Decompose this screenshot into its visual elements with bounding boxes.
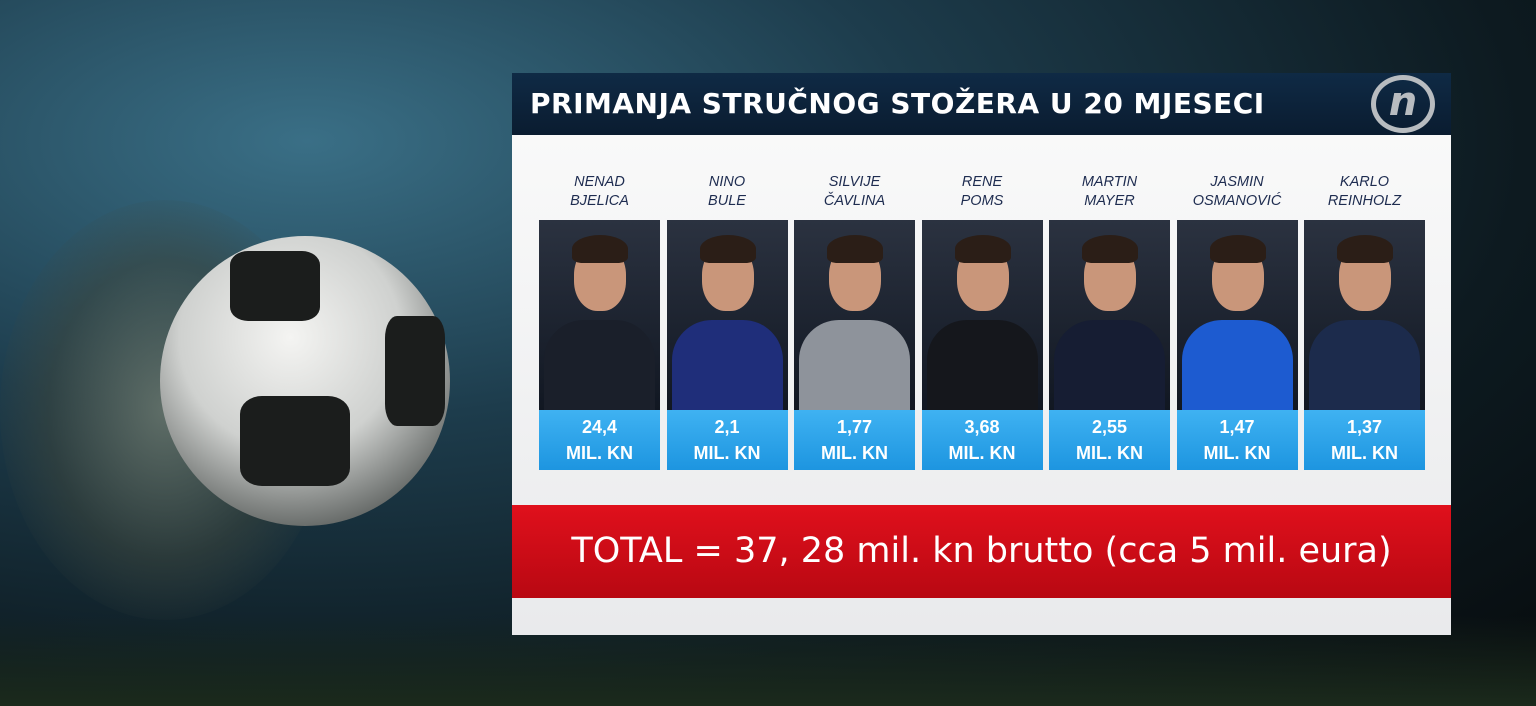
staff-card: MARTIN MAYER 2,55 MIL. KN [1049, 173, 1170, 470]
staff-card: NINO BULE 2,1 MIL. KN [666, 173, 788, 470]
graphic-panel: PRIMANJA STRUČNOG STOŽERA U 20 MJESECI n… [512, 73, 1451, 635]
staff-name: NINO BULE [708, 174, 746, 209]
staff-name: SILVIJE ČAVLINA [823, 174, 886, 209]
staff-photo [1176, 220, 1298, 410]
staff-photo [1049, 220, 1170, 410]
staff-card: NENAD BJELICA 24,4 MIL. KN [539, 173, 660, 470]
page-title: PRIMANJA STRUČNOG STOŽERA U 20 MJESECI [530, 87, 1265, 120]
staff-name: KARLO REINHOLZ [1327, 174, 1402, 209]
salary-value: 1,77 MIL. KN [794, 410, 915, 470]
salary-value: 2,1 MIL. KN [666, 410, 788, 470]
staff-photo [666, 220, 788, 410]
staff-card: KARLO REINHOLZ 1,37 MIL. KN [1304, 173, 1425, 470]
staff-photo [921, 220, 1043, 410]
staff-card: JASMIN OSMANOVIĆ 1,47 MIL. KN [1176, 173, 1298, 470]
staff-card: SILVIJE ČAVLINA 1,77 MIL. KN [794, 173, 915, 470]
salary-value: 1,37 MIL. KN [1304, 410, 1425, 470]
staff-photo [539, 220, 660, 410]
staff-name: NENAD BJELICA [570, 174, 629, 209]
salary-value: 2,55 MIL. KN [1049, 410, 1170, 470]
salary-value: 3,68 MIL. KN [921, 410, 1043, 470]
staff-photo [794, 220, 915, 410]
staff-name: MARTIN MAYER [1081, 174, 1138, 209]
staff-name: RENE POMS [960, 174, 1004, 209]
salary-value: 24,4 MIL. KN [539, 410, 660, 470]
nova-tv-logo: n [1371, 75, 1435, 133]
salary-value: 1,47 MIL. KN [1176, 410, 1298, 470]
staff-photo [1304, 220, 1425, 410]
staff-card: RENE POMS 3,68 MIL. KN [921, 173, 1043, 470]
soccer-ball-image [160, 236, 450, 526]
total-bar: TOTAL = 37, 28 mil. kn brutto (cca 5 mil… [512, 505, 1451, 598]
header-bar: PRIMANJA STRUČNOG STOŽERA U 20 MJESECI n [512, 73, 1451, 135]
staff-name: JASMIN OSMANOVIĆ [1192, 174, 1282, 209]
